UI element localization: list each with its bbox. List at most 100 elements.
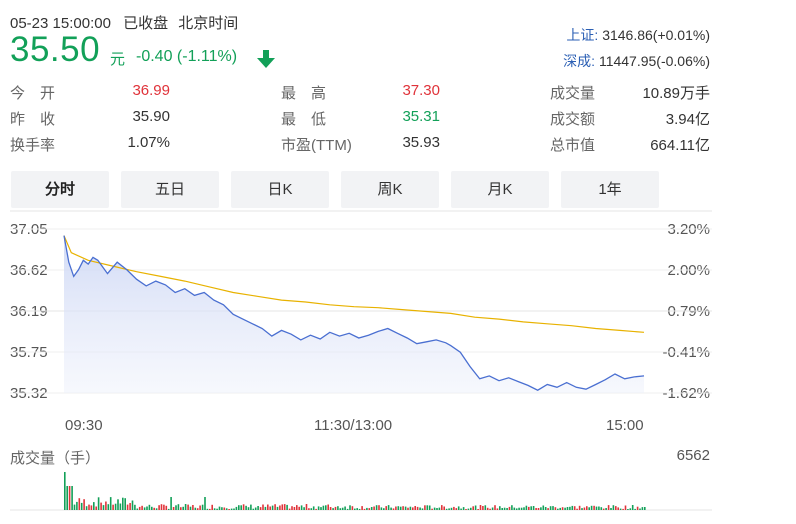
- volume-bar: [479, 505, 482, 510]
- volume-bar: [404, 506, 407, 510]
- volume-bar: [66, 486, 68, 510]
- volume-bar: [378, 505, 380, 510]
- volume-bar: [325, 505, 327, 510]
- volume-bar: [329, 507, 332, 510]
- volume-bar: [605, 508, 607, 510]
- volume-bar: [269, 506, 271, 510]
- volume-bar: [296, 505, 298, 510]
- volume-bar: [252, 508, 255, 510]
- tab-daily-k[interactable]: 日K: [231, 171, 329, 208]
- mktcap-value: 664.11亿: [650, 137, 710, 154]
- prev-close-value: 35.90: [132, 108, 170, 125]
- volume-bar: [134, 504, 136, 510]
- turnover-label: 换手率: [10, 137, 56, 154]
- volume-bar: [629, 508, 632, 510]
- volume-bar: [395, 506, 397, 510]
- volume-bar: [462, 507, 465, 510]
- current-price: 35.50: [10, 30, 101, 69]
- volume-bar: [114, 503, 117, 510]
- tab-one-year[interactable]: 1年: [561, 171, 659, 208]
- index-name: 深成:: [563, 53, 596, 69]
- volume-bar: [267, 504, 269, 510]
- volume-bar: [131, 500, 134, 510]
- volume-bar: [564, 507, 566, 510]
- average-price-line: [63, 235, 645, 333]
- volume-bar: [385, 506, 387, 510]
- volume-bar: [412, 507, 414, 510]
- volume-bar: [368, 508, 371, 510]
- volume-bar: [303, 507, 305, 510]
- volume-bar: [213, 508, 216, 510]
- index-value: 11447.95(-0.06%): [598, 53, 710, 69]
- volume-bar: [322, 505, 325, 510]
- volume-bar: [557, 508, 559, 510]
- volume-bar: [416, 506, 419, 510]
- volume-bar: [163, 504, 165, 510]
- volume-bar: [373, 506, 375, 510]
- tab-monthly-k[interactable]: 月K: [451, 171, 549, 208]
- volume-bar: [443, 506, 445, 510]
- volume-bar: [78, 498, 81, 510]
- volume-bar: [554, 507, 557, 510]
- volume-bar: [334, 506, 337, 510]
- volume-bar: [211, 504, 213, 510]
- volume-bar: [291, 506, 293, 510]
- x-tick: 11:30/13:00: [314, 417, 393, 434]
- volume-bar: [337, 506, 339, 510]
- volume-bar: [438, 507, 441, 510]
- volume-bar: [199, 505, 201, 510]
- tab-five-day[interactable]: 五日: [121, 171, 219, 208]
- volume-bar: [117, 499, 119, 510]
- volume-bar: [279, 505, 281, 510]
- volume-bar: [300, 505, 303, 510]
- volume-bar: [240, 505, 242, 510]
- volume-bar: [235, 506, 238, 510]
- volume-bar: [264, 506, 267, 510]
- tab-weekly-k[interactable]: 周K: [341, 171, 439, 208]
- volume-bar: [320, 507, 322, 510]
- volume-bar: [146, 506, 148, 510]
- volume-bar: [233, 508, 235, 510]
- tab-intraday[interactable]: 分时: [11, 171, 109, 208]
- volume-bar: [583, 507, 586, 510]
- volume-bar: [428, 505, 431, 510]
- volume-bar: [431, 508, 433, 510]
- volume-bar: [124, 498, 126, 510]
- volume-bar: [172, 507, 175, 510]
- volume-bar: [143, 507, 146, 510]
- volume-bar: [532, 506, 535, 510]
- volume-bar: [155, 508, 158, 510]
- volume-label: 成交量: [550, 85, 596, 102]
- volume-bar: [598, 506, 600, 510]
- shenzhen-index[interactable]: 深成: 11447.95(-0.06%): [563, 51, 710, 71]
- volume-bar: [494, 505, 496, 510]
- timezone-label: 北京时间: [178, 15, 239, 32]
- volume-bar: [100, 502, 102, 510]
- open-label: 今 开: [10, 85, 56, 102]
- volume-bar: [387, 505, 390, 510]
- volume-bar: [624, 505, 627, 510]
- volume-bar: [460, 508, 462, 510]
- volume-bar: [508, 506, 511, 510]
- price-area-fill: [64, 235, 644, 393]
- volume-bar: [619, 508, 622, 510]
- volume-bar: [238, 505, 240, 510]
- x-tick: 15:00: [606, 417, 644, 434]
- volume-bar: [424, 505, 426, 510]
- volume-bar: [184, 504, 187, 510]
- volume-bar: [421, 508, 424, 510]
- volume-bar: [501, 508, 503, 510]
- pe-label: 市盈(TTM): [281, 137, 352, 154]
- volume-bar: [254, 507, 257, 510]
- volume-bar: [540, 507, 542, 510]
- shanghai-index[interactable]: 上证: 3146.86(+0.01%): [566, 25, 710, 45]
- volume-bar: [581, 508, 583, 510]
- volume-bar: [259, 507, 262, 510]
- volume-bar: [472, 506, 474, 510]
- volume-chart[interactable]: [0, 466, 796, 512]
- volume-bar: [281, 504, 284, 510]
- volume-bar: [535, 508, 537, 510]
- volume-bar: [141, 505, 143, 510]
- intraday-chart[interactable]: [0, 210, 796, 415]
- volume-bar: [85, 506, 88, 510]
